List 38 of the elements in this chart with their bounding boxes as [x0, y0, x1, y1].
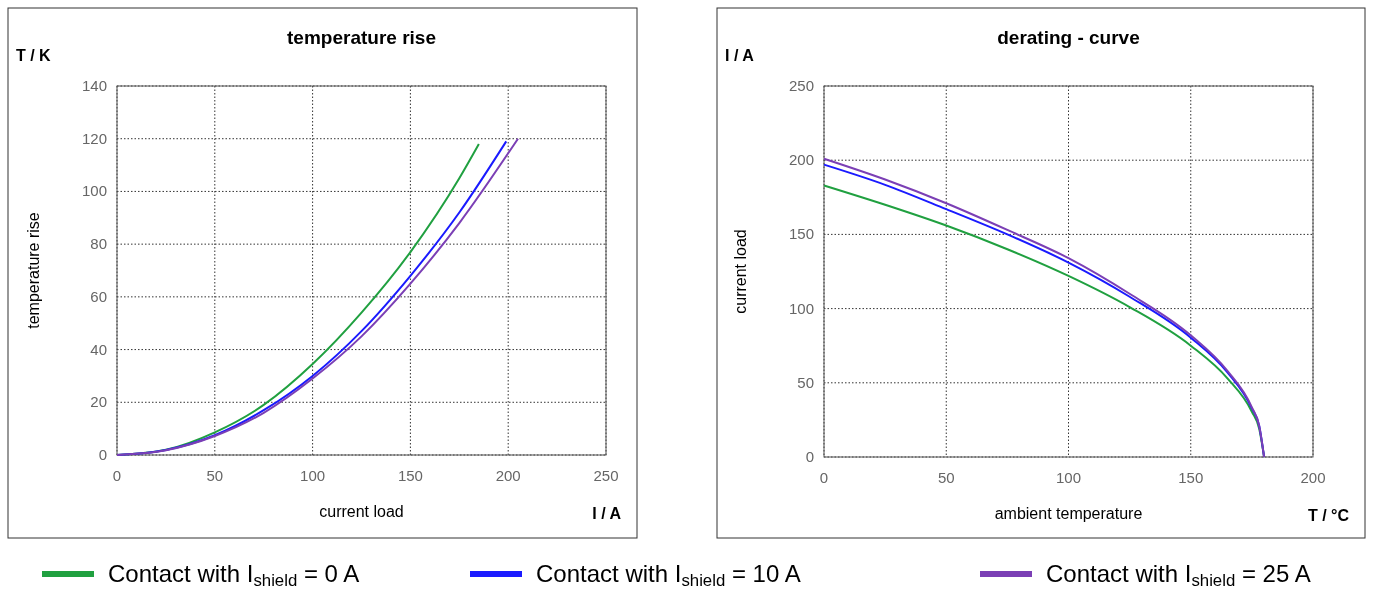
x-tick-label: 0 — [819, 469, 829, 486]
y-tick-label: 40 — [90, 340, 107, 358]
x-tick-label: 0 — [112, 467, 122, 484]
y-tick-label: 60 — [90, 287, 107, 305]
y-tick-label: 250 — [788, 77, 814, 94]
x-axis-title: ambient temperature — [994, 505, 1143, 522]
y-tick-label: 120 — [81, 129, 107, 147]
x-tick-label: 100 — [1055, 469, 1082, 486]
text: I / A — [725, 47, 755, 64]
y-tick-label: 100 — [81, 182, 107, 200]
text: T / °C — [1307, 507, 1350, 524]
x-tick-label: 250 — [593, 467, 619, 484]
x-tick-label: 100 — [300, 467, 326, 484]
y-tick-label: 200 — [788, 151, 814, 169]
chart-title: temperature rise — [287, 27, 436, 48]
y-tick-label: 100 — [788, 299, 814, 317]
legend-label: Contact with I$_{shield}$ = 0 A — [108, 560, 360, 591]
text: I / A — [592, 505, 622, 522]
y-tick-label: 50 — [797, 373, 814, 391]
legend-label: Contact with I$_{shield}$ = 25 A — [1046, 560, 1311, 591]
x-tick-label: 200 — [1300, 469, 1326, 486]
y-tick-label: 0 — [98, 446, 107, 463]
x-tick-label: 50 — [206, 467, 224, 484]
y-tick-label: 20 — [90, 393, 107, 411]
y-axis-title: temperature rise — [25, 212, 42, 329]
x-tick-label: 200 — [495, 467, 521, 484]
y-tick-label: 140 — [81, 77, 107, 94]
x-tick-label: 150 — [1178, 469, 1204, 486]
chart-title: derating - curve — [997, 27, 1140, 48]
y-tick-label: 0 — [805, 448, 814, 465]
x-tick-label: 50 — [937, 469, 955, 486]
x-axis-title: current load — [319, 503, 404, 520]
legend-label: Contact with I$_{shield}$ = 10 A — [536, 560, 801, 591]
text: T / K — [16, 47, 52, 64]
y-tick-label: 150 — [788, 225, 814, 243]
y-axis-title: current load — [732, 229, 749, 314]
x-tick-label: 150 — [397, 467, 423, 484]
y-tick-label: 80 — [90, 235, 107, 253]
